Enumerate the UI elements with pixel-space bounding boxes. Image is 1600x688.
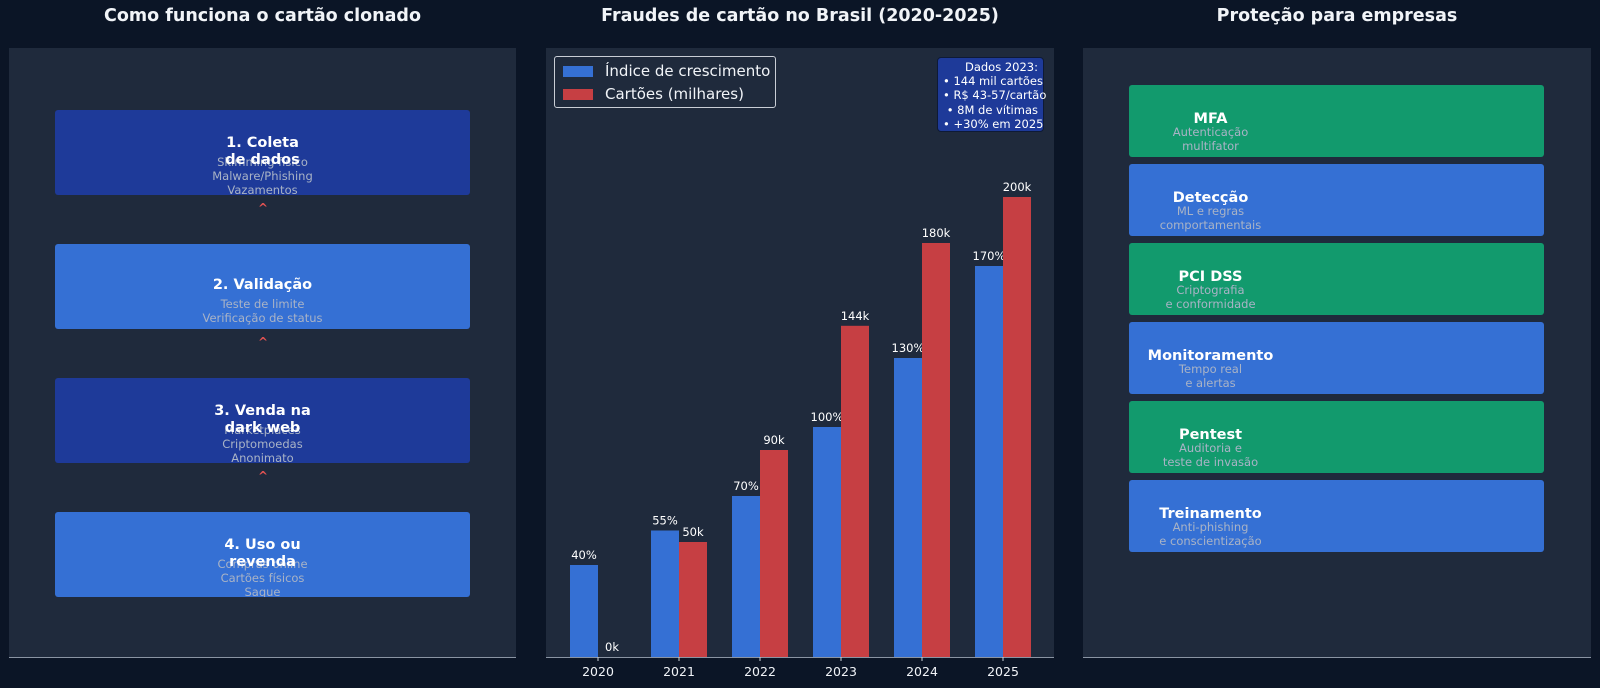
legend-item-cards: Cartões (milhares)	[563, 84, 744, 104]
flow-step-title: 3. Venda na dark web	[214, 403, 311, 436]
x-tick-label-2021: 2021	[663, 664, 695, 679]
growth-bar-2021	[651, 530, 679, 657]
legend-label-cards: Cartões (milhares)	[605, 85, 744, 103]
info-line: • 8M de vítimas	[946, 102, 1038, 117]
arrow-up-icon: ^	[257, 335, 269, 349]
flow-panel: 1. Coleta de dados Skimming físico Malwa…	[9, 48, 516, 658]
growth-bar-2025	[975, 266, 1003, 657]
growth-bar-2023	[813, 427, 841, 657]
flow-step-desc: Teste de limite Verificação de status	[202, 297, 323, 325]
protection-desc: Tempo real e alertas	[1178, 362, 1243, 390]
protection-title: MFA	[1193, 111, 1228, 127]
cards-label-2025: 200k	[1003, 180, 1032, 194]
cards-label-2020: 0k	[605, 640, 619, 654]
x-tick-label-2020: 2020	[582, 664, 614, 679]
arrow-up-icon: ^	[257, 201, 269, 215]
flow-step-desc: Marketplaces Criptomoedas Anonimato	[222, 423, 303, 463]
cards-bar-2025	[1003, 197, 1031, 657]
protection-desc: Anti-phishing e conscientização	[1159, 520, 1262, 548]
cards-bar-2024	[922, 243, 950, 657]
flow-step-desc: Compras online Cartões físicos Saque	[217, 557, 308, 597]
cards-label-2022: 90k	[763, 433, 785, 447]
protection-panel-title: Proteção para empresas	[1216, 6, 1458, 26]
legend-swatch-growth	[563, 65, 593, 77]
x-tick-label-2023: 2023	[825, 664, 857, 679]
legend-label-growth: Índice de crescimento	[605, 62, 771, 80]
growth-label-2020: 40%	[571, 548, 597, 562]
growth-label-2025: 170%	[973, 249, 1006, 263]
legend-item-growth: Índice de crescimento	[563, 61, 770, 81]
cards-bar-2023	[841, 325, 869, 657]
protection-desc: Autenticação multifator	[1172, 125, 1249, 153]
legend-swatch-cards	[563, 88, 593, 100]
cards-bar-2021	[679, 542, 707, 657]
chart-title: Fraudes de cartão no Brasil (2020-2025)	[601, 6, 999, 26]
flow-step-title: 2. Validação	[212, 277, 313, 293]
protection-item-pci-dss: PCI DSS Criptografia e conformidade	[1129, 243, 1544, 315]
info-line: • R$ 43-57/cartão	[943, 88, 1047, 103]
flow-step-sale: 3. Venda na dark web Marketplaces Cripto…	[55, 378, 470, 463]
chart-legend: Índice de crescimento Cartões (milhares)	[554, 56, 776, 108]
info-line: • +30% em 2025	[943, 116, 1044, 131]
flow-step-collection: 1. Coleta de dados Skimming físico Malwa…	[55, 110, 470, 195]
protection-item-training: Treinamento Anti-phishing e conscientiza…	[1129, 480, 1544, 552]
protection-title: Pentest	[1178, 427, 1243, 443]
x-tick-label-2022: 2022	[744, 664, 776, 679]
protection-item-detection: Detecção ML e regras comportamentais	[1129, 164, 1544, 236]
growth-bar-2024	[894, 358, 922, 657]
flow-step-use: 4. Uso ou revenda Compras online Cartões…	[55, 512, 470, 597]
protection-title: PCI DSS	[1178, 269, 1243, 285]
protection-panel: MFA Autenticação multifator Detecção ML …	[1083, 48, 1591, 658]
protection-desc: ML e regras comportamentais	[1159, 204, 1262, 232]
cards-label-2024: 180k	[922, 226, 951, 240]
data-2023-info-box: Dados 2023: • 144 mil cartões • R$ 43-57…	[937, 57, 1047, 132]
x-tick-label-2025: 2025	[987, 664, 1019, 679]
protection-title: Monitoramento	[1147, 348, 1274, 364]
protection-title: Detecção	[1172, 190, 1249, 206]
flow-step-validation: 2. Validação Teste de limite Verificação…	[55, 244, 470, 329]
growth-label-2021: 55%	[652, 514, 678, 528]
cards-label-2023: 144k	[841, 309, 870, 323]
flow-panel-title: Como funciona o cartão clonado	[104, 6, 421, 26]
protection-desc: Auditoria e teste de invasão	[1162, 441, 1259, 469]
growth-bar-2020	[570, 565, 598, 657]
protection-title: Treinamento	[1159, 506, 1262, 522]
info-line: Dados 2023:	[964, 60, 1038, 74]
cards-bar-2022	[760, 450, 788, 657]
growth-label-2023: 100%	[811, 410, 844, 424]
protection-desc: Criptografia e conformidade	[1165, 283, 1256, 311]
arrow-up-icon: ^	[257, 469, 269, 483]
growth-label-2022: 70%	[733, 479, 759, 493]
flow-step-desc: Skimming físico Malware/Phishing Vazamen…	[212, 155, 313, 195]
flow-step-title: 4. Uso ou revenda	[224, 537, 301, 570]
protection-item-monitoring: Monitoramento Tempo real e alertas	[1129, 322, 1544, 394]
cards-label-2021: 50k	[682, 525, 704, 539]
flow-step-title: 1. Coleta de dados	[225, 135, 300, 168]
growth-label-2024: 130%	[892, 341, 925, 355]
growth-bar-2022	[732, 496, 760, 657]
protection-item-mfa: MFA Autenticação multifator	[1129, 85, 1544, 157]
info-line: • 144 mil cartões	[943, 74, 1044, 89]
protection-item-pentest: Pentest Auditoria e teste de invasão	[1129, 401, 1544, 473]
x-tick-label-2024: 2024	[906, 664, 938, 679]
chart-panel	[546, 48, 1054, 658]
